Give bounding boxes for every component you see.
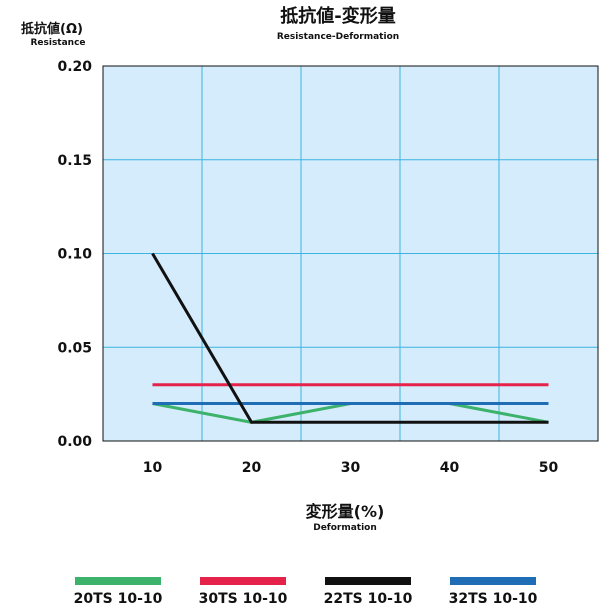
legend-swatch [325,577,411,585]
legend-label: 22TS 10-10 [324,591,413,607]
legend-label: 30TS 10-10 [199,591,288,607]
chart-title: 抵抗値-変形量 [280,5,395,27]
y-tick-label: 0.20 [57,59,92,75]
x-tick-label: 30 [341,460,361,476]
y-axis-sublabel: Resistance [30,38,85,48]
legend-swatch [75,577,161,585]
x-axis-label: 変形量(%) [306,502,385,521]
chart-subtitle: Resistance-Deformation [277,32,399,42]
series-line-22ts-10-10 [151,252,549,424]
legend-swatch [450,577,536,585]
x-tick-label: 40 [440,460,460,476]
legend: 20TS 10-10 30TS 10-10 22TS 10-10 32TS 10-10 [74,577,538,607]
gridlines [103,66,598,441]
y-axis-label: 抵抗値(Ω) [21,21,83,37]
plot-border [102,65,599,442]
legend-swatch [200,577,286,585]
legend-label: 20TS 10-10 [74,591,163,607]
x-tick-labels: 10 20 30 40 50 [143,460,559,476]
series-lines [151,252,549,424]
x-tick-label: 50 [539,460,559,476]
x-axis-sublabel: Deformation [313,523,377,533]
x-tick-label: 20 [242,460,262,476]
y-tick-label: 0.05 [57,340,92,356]
y-tick-label: 0.00 [57,434,92,450]
y-tick-label: 0.15 [57,153,92,169]
y-tick-labels: 0.00 0.05 0.10 0.15 0.20 [57,59,92,450]
legend-label: 32TS 10-10 [449,591,538,607]
x-tick-label: 10 [143,460,163,476]
y-tick-label: 0.10 [57,247,92,263]
